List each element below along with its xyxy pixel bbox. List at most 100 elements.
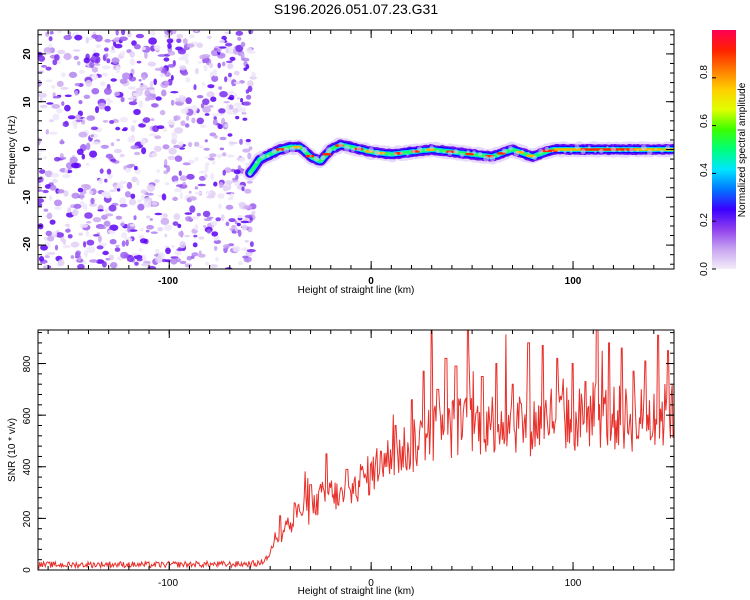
noise-blob — [145, 229, 150, 233]
noise-blob — [217, 193, 225, 198]
noise-blob — [46, 212, 53, 220]
noise-blob — [109, 120, 115, 124]
noise-blob — [174, 127, 184, 134]
noise-blob — [131, 40, 137, 46]
noise-blob — [48, 36, 53, 42]
noise-blob — [225, 180, 233, 185]
noise-blob — [182, 181, 186, 186]
noise-blob — [100, 144, 109, 149]
noise-blob — [106, 58, 111, 64]
noise-blob — [213, 116, 217, 121]
noise-blob — [176, 38, 182, 44]
noise-blob — [171, 244, 175, 249]
bottom-y-tick-label: 0 — [22, 567, 33, 573]
top-y-tick-label: 10 — [22, 96, 33, 108]
noise-blob — [140, 227, 144, 232]
noise-blob — [98, 178, 103, 184]
noise-blob — [115, 30, 119, 36]
noise-blob — [203, 225, 207, 228]
noise-blob — [127, 225, 131, 233]
noise-blob — [203, 147, 210, 151]
noise-blob — [136, 60, 142, 64]
noise-blob — [174, 180, 179, 184]
noise-blob — [90, 197, 95, 205]
ridge-halo — [248, 172, 252, 176]
noise-blob — [101, 191, 107, 197]
noise-blob — [38, 92, 47, 98]
noise-blob — [83, 241, 87, 248]
bottom-y-tick-label: 400 — [22, 458, 33, 475]
noise-blob — [141, 75, 146, 81]
noise-blob — [149, 80, 154, 88]
noise-blob — [129, 223, 136, 227]
noise-blob — [134, 151, 141, 156]
ridge-halo — [580, 148, 586, 155]
noise-blob — [186, 173, 195, 180]
noise-blob — [93, 52, 100, 57]
snr-series — [38, 330, 674, 570]
ridge-halo — [606, 145, 609, 148]
noise-blob — [148, 37, 158, 45]
noise-blob — [180, 108, 189, 114]
bottom-x-tick-label: 0 — [368, 578, 374, 589]
noise-blob — [51, 172, 59, 178]
chart-title: S196.2026.051.07.23.G31 — [274, 1, 438, 17]
ridge-halo — [551, 150, 554, 153]
spectrogram-noise — [38, 30, 257, 269]
noise-blob — [146, 87, 155, 90]
noise-blob — [189, 205, 196, 213]
noise-blob — [218, 39, 225, 44]
noise-blob — [235, 174, 239, 180]
noise-blob — [204, 113, 210, 116]
noise-blob — [68, 71, 78, 78]
noise-blob — [191, 117, 196, 124]
noise-blob — [233, 169, 241, 175]
noise-blob — [119, 153, 125, 158]
noise-blob — [159, 109, 166, 116]
noise-blob — [246, 249, 256, 253]
noise-blob — [120, 51, 126, 57]
noise-blob — [193, 84, 197, 91]
noise-blob — [75, 114, 81, 120]
noise-blob — [120, 251, 129, 259]
noise-blob — [49, 184, 57, 191]
noise-blob — [146, 192, 154, 196]
colorbar-tick-label: 0.2 — [699, 213, 710, 227]
noise-blob — [52, 59, 58, 66]
noise-blob — [47, 252, 56, 255]
noise-blob — [167, 42, 172, 49]
noise-blob — [146, 215, 151, 219]
noise-blob — [104, 38, 111, 43]
noise-blob — [94, 34, 103, 42]
noise-blob — [188, 190, 192, 194]
noise-blob — [128, 86, 134, 90]
noise-blob — [154, 179, 160, 183]
noise-blob — [63, 34, 72, 41]
noise-blob — [182, 52, 189, 58]
colorbar-tick-label: 0.0 — [699, 262, 710, 276]
noise-blob — [197, 183, 206, 187]
noise-blob — [120, 222, 125, 227]
noise-blob — [141, 46, 146, 51]
noise-blob — [51, 104, 61, 109]
noise-blob — [236, 222, 241, 227]
noise-blob — [237, 165, 242, 171]
noise-blob — [237, 36, 242, 41]
ridge-halo — [654, 148, 657, 151]
noise-blob — [244, 239, 249, 243]
noise-blob — [124, 167, 131, 173]
noise-blob — [239, 157, 246, 163]
noise-blob — [244, 214, 253, 218]
noise-blob — [86, 246, 96, 254]
noise-blob — [167, 50, 176, 56]
noise-blob — [205, 191, 212, 195]
noise-blob — [114, 247, 121, 252]
noise-blob — [179, 175, 188, 182]
ridge-halo — [374, 150, 381, 156]
noise-blob — [197, 61, 203, 64]
bottom-y-axis-label: SNR (10 * v/v) — [7, 418, 18, 482]
noise-blob — [170, 256, 179, 259]
noise-blob — [161, 193, 167, 201]
noise-blob — [247, 80, 254, 88]
noise-blob — [246, 94, 252, 100]
